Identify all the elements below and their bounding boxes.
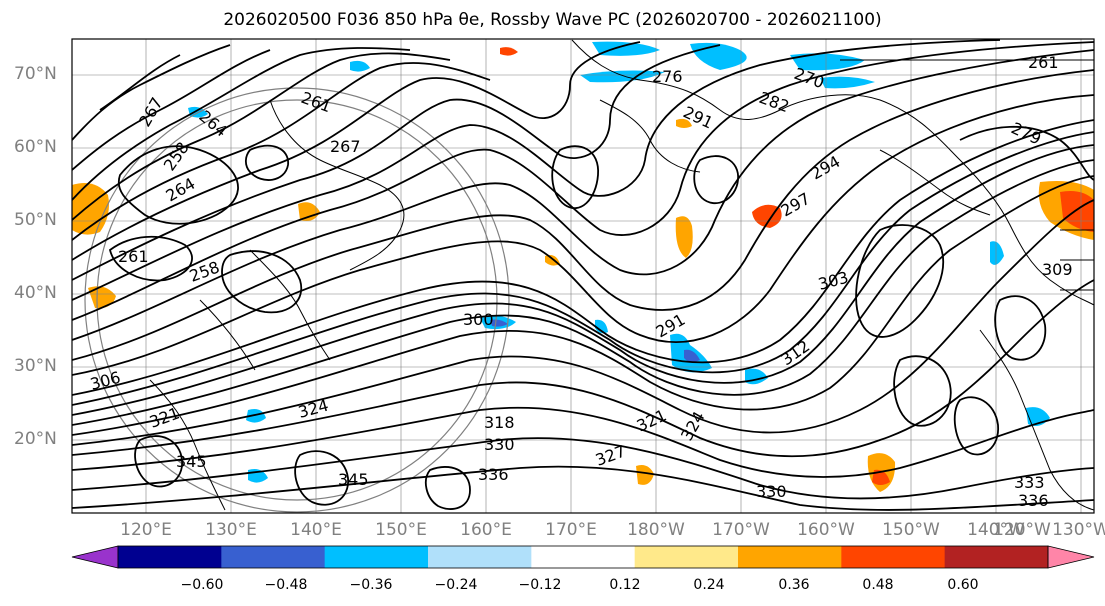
lat-label: 20°N bbox=[14, 429, 57, 449]
lon-label: 130°E bbox=[205, 520, 257, 540]
lon-label: 120°W bbox=[993, 520, 1051, 540]
contour-label: 267 bbox=[330, 137, 361, 156]
colorbar-frame bbox=[117, 545, 1049, 569]
colorbar bbox=[71, 545, 1095, 569]
negative-anomaly-patch bbox=[490, 319, 508, 327]
lat-label: 50°N bbox=[14, 210, 57, 230]
contour-label: 300 bbox=[463, 310, 494, 329]
contour-label: 333 bbox=[1014, 473, 1045, 492]
negative-anomaly-patch bbox=[820, 76, 875, 89]
negative-anomaly-patch bbox=[790, 53, 865, 71]
colorbar-tick-label: 0.36 bbox=[778, 577, 810, 593]
colorbar-extend-high bbox=[1047, 545, 1095, 569]
colorbar-extend-low bbox=[71, 545, 119, 569]
negative-anomaly-patch bbox=[246, 409, 266, 423]
negative-anomaly-patch bbox=[580, 70, 665, 83]
colorbar-segment bbox=[841, 546, 946, 568]
colorbar-tick-label: −0.48 bbox=[264, 577, 308, 593]
colorbar-segment bbox=[428, 546, 532, 568]
negative-anomaly-patch bbox=[990, 241, 1004, 265]
positive-anomaly-patch bbox=[752, 204, 782, 228]
colorbar-segment bbox=[944, 546, 1049, 568]
lon-label: 160°W bbox=[797, 520, 855, 540]
lon-label: 140°E bbox=[290, 520, 342, 540]
colorbar-tick-label: 0.48 bbox=[862, 577, 894, 593]
weather-map: 276 270 261 267 261 264 267 258 264 261 … bbox=[71, 38, 1095, 514]
lat-label: 60°N bbox=[14, 137, 57, 157]
lat-label: 40°N bbox=[14, 283, 57, 303]
colorbar-segment bbox=[221, 546, 326, 568]
colorbar-tick-label: 0.60 bbox=[947, 577, 979, 593]
colorbar-tick-label: 0.12 bbox=[609, 577, 641, 593]
colorbar-tick-label: −0.60 bbox=[180, 577, 224, 593]
colorbar-segment bbox=[738, 546, 842, 568]
lon-label: 170°W bbox=[712, 520, 770, 540]
lat-label: 70°N bbox=[14, 64, 57, 84]
contour-label: 276 bbox=[652, 67, 683, 86]
negative-anomaly-patch bbox=[350, 60, 370, 72]
lon-label: 170°E bbox=[545, 520, 597, 540]
contour-label: 345 bbox=[176, 452, 207, 471]
lon-label: 150°W bbox=[882, 520, 940, 540]
colorbar-tick-label: −0.12 bbox=[518, 577, 562, 593]
positive-anomaly-patch bbox=[676, 118, 692, 128]
colorbar-tick-label: −0.24 bbox=[434, 577, 478, 593]
colorbar-segment bbox=[531, 546, 636, 568]
contour-label: 318 bbox=[484, 413, 515, 432]
colorbar-segment bbox=[634, 546, 739, 568]
lon-label: 160°E bbox=[460, 520, 512, 540]
lon-label: 150°E bbox=[375, 520, 427, 540]
contour-label: 261 bbox=[118, 247, 149, 266]
map-frame bbox=[71, 38, 1095, 514]
contour-label: 261 bbox=[1028, 53, 1059, 72]
positive-anomaly-patch bbox=[298, 202, 320, 221]
coastlines bbox=[149, 39, 1094, 511]
negative-anomaly-patch bbox=[595, 319, 608, 334]
negative-anomaly-patch bbox=[690, 42, 747, 70]
positive-anomaly-patch bbox=[1060, 191, 1094, 232]
reference-circles bbox=[84, 87, 510, 513]
negative-anomaly-patch bbox=[684, 349, 700, 363]
contour-label: 309 bbox=[1042, 260, 1073, 279]
positive-anomaly-patch bbox=[500, 47, 518, 56]
contour-label: 330 bbox=[484, 435, 515, 454]
contour-label: 345 bbox=[338, 470, 369, 489]
positive-anomaly-patch bbox=[636, 465, 654, 485]
positive-anomaly-patch bbox=[675, 216, 693, 258]
contour-label: 336 bbox=[478, 465, 509, 484]
lon-label: 140°W bbox=[967, 520, 1025, 540]
map-title: 2026020500 F036 850 hPa θe, Rossby Wave … bbox=[223, 10, 882, 30]
negative-anomaly-patch bbox=[592, 41, 660, 56]
colorbar-segment bbox=[118, 546, 222, 568]
positive-anomaly-patch bbox=[88, 286, 116, 309]
contour-label: 330 bbox=[756, 482, 787, 501]
lon-label: 180°W bbox=[627, 520, 685, 540]
colorbar-segment bbox=[324, 546, 429, 568]
lon-label: 120°E bbox=[120, 520, 172, 540]
colorbar-tick-label: 0.24 bbox=[693, 577, 725, 593]
contour-label: 336 bbox=[1018, 491, 1049, 510]
colorbar-tick-label: −0.36 bbox=[349, 577, 393, 593]
lon-label: 130°W bbox=[1052, 520, 1105, 540]
lat-label: 30°N bbox=[14, 356, 57, 376]
theta-e-contours bbox=[72, 39, 1094, 511]
